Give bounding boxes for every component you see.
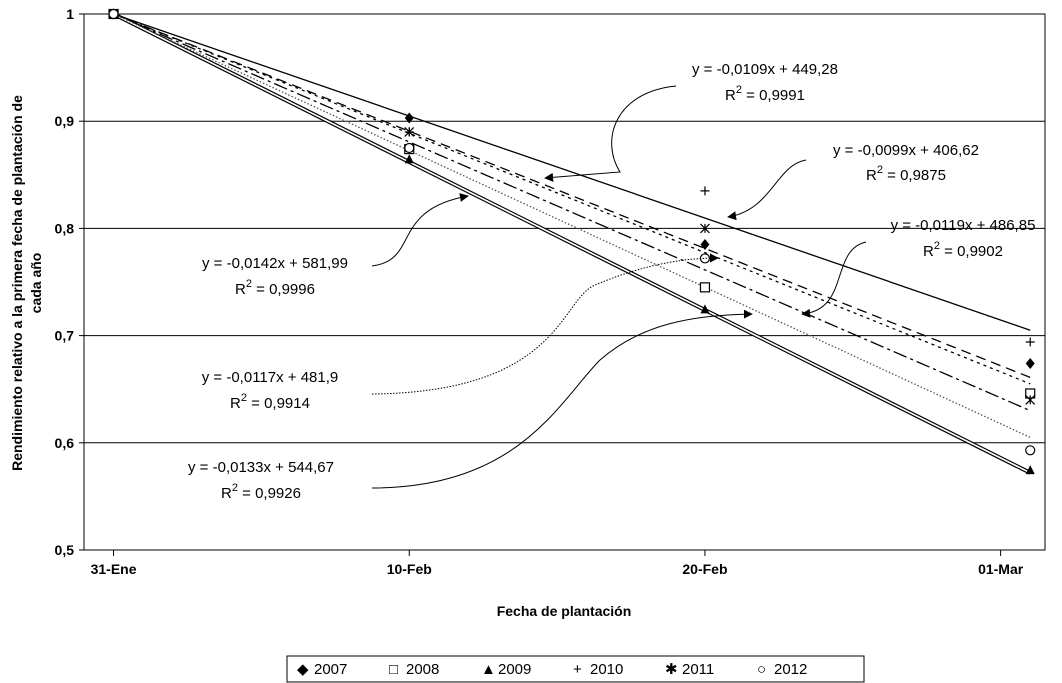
annotation-2011: y = -0,0119x + 486,85 R2 = 0,9902 — [801, 217, 1036, 318]
y-axis-title-line-1: Rendimiento relativo a la primera fecha … — [9, 95, 25, 471]
legend-label-2007: 2007 — [314, 661, 347, 678]
annotation-equation: y = -0,0117x + 481,9 — [202, 369, 339, 386]
annotation-equation: y = -0,0119x + 486,85 — [891, 217, 1036, 234]
legend-label-2009: 2009 — [498, 661, 531, 678]
plot-area — [83, 13, 1046, 551]
gridlines — [84, 120, 1045, 444]
legend-label-2012: 2012 — [774, 661, 807, 678]
data-points — [108, 8, 1036, 475]
y-tick-label: 1 — [66, 6, 74, 22]
annotation-arrow — [727, 159, 807, 221]
y-axis-title-line-2: cada año — [28, 253, 44, 314]
data-point-2010 — [1025, 337, 1035, 347]
x-tick-label: 20-Feb — [682, 561, 727, 577]
legend-label-2010: 2010 — [590, 661, 623, 678]
annotation-r2: R2 = 0,9926 — [221, 482, 301, 502]
data-point-2012 — [108, 8, 119, 20]
annotation-r2: R2 = 0,9902 — [923, 240, 1003, 260]
legend-label-2008: 2008 — [406, 661, 439, 678]
data-point-2012 — [1025, 445, 1036, 456]
x-axis-title: Fecha de plantación — [497, 603, 632, 619]
y-tick-label: 0,5 — [55, 542, 75, 558]
x-tick-label: 01-Mar — [978, 561, 1024, 577]
data-point-2008 — [699, 282, 711, 293]
data-point-2007 — [404, 112, 414, 124]
data-point-2011 — [1025, 394, 1036, 405]
trendline-2010 — [113, 13, 1031, 331]
trendline-2009-inner — [113, 13, 1031, 474]
annotation-arrow — [371, 309, 753, 489]
y-tick-label: 0,8 — [55, 220, 75, 236]
legend-label-2011: 2011 — [682, 661, 714, 678]
legend-symbol-2010: + — [573, 661, 582, 678]
legend-symbol-2012: ○ — [757, 661, 766, 678]
annotation-equation: y = -0,0142x + 581,99 — [202, 255, 348, 272]
data-point-2010 — [700, 186, 710, 196]
legend-symbol-2009: ▲ — [481, 661, 496, 678]
data-point-2011 — [700, 223, 710, 234]
trendlines — [112, 12, 1032, 475]
annotation-arrow — [544, 85, 677, 182]
x-axis-ticks: 31-Ene 10-Feb 20-Feb 01-Mar — [91, 550, 1024, 577]
annotation-2007: y = -0,0099x + 406,62 R2 = 0,9875 — [727, 142, 979, 221]
legend-symbol-2007: ◆ — [297, 661, 309, 678]
annotation-2009: y = -0,0142x + 581,99 R2 = 0,9996 — [202, 193, 469, 298]
data-point-2007 — [700, 238, 710, 250]
legend: ◆ 2007 □ 2008 ▲ 2009 +2010 ✱ 2011 ○ 2012 — [286, 655, 865, 683]
data-point-2009 — [1025, 465, 1035, 475]
annotation-arrow — [371, 253, 719, 395]
trendline-2007 — [113, 13, 1031, 379]
annotation-equation: y = -0,0099x + 406,62 — [833, 142, 979, 159]
legend-symbol-2008: □ — [389, 661, 398, 678]
trendline-2011 — [113, 13, 1031, 385]
data-point-2009 — [404, 154, 414, 164]
legend-box — [286, 655, 865, 683]
x-tick-label: 10-Feb — [387, 561, 432, 577]
annotation-r2: R2 = 0,9996 — [235, 278, 315, 298]
y-tick-label: 0,9 — [55, 113, 75, 129]
annotation-2012: y = -0,0117x + 481,9 R2 = 0,9914 — [202, 253, 719, 412]
annotation-equation: y = -0,0133x + 544,67 — [188, 459, 334, 476]
annotation-r2: R2 = 0,9914 — [230, 392, 310, 412]
data-point-2011 — [404, 126, 415, 137]
annotation-r2: R2 = 0,9875 — [866, 164, 946, 184]
trendline-2012 — [113, 13, 1031, 439]
y-tick-label: 0,6 — [55, 435, 75, 451]
data-point-2007 — [1025, 357, 1035, 369]
annotation-equation: y = -0,0109x + 449,28 — [692, 61, 838, 78]
y-tick-label: 0,7 — [55, 328, 75, 344]
data-point-2012 — [404, 142, 415, 154]
data-point-2009 — [700, 304, 710, 314]
annotation-2010: y = -0,0109x + 449,28 R2 = 0,9991 — [544, 61, 838, 182]
annotation-r2: R2 = 0,9991 — [725, 84, 805, 104]
legend-symbol-2011: ✱ — [665, 661, 678, 678]
annotation-2008: y = -0,0133x + 544,67 R2 = 0,9926 — [188, 309, 753, 502]
data-point-2012 — [699, 253, 711, 264]
annotation-arrow — [801, 241, 867, 318]
trendline-2008 — [113, 13, 1031, 412]
y-axis-ticks: 0,5 0,6 0,7 0,8 0,9 1 — [55, 6, 84, 558]
annotation-arrow — [371, 193, 469, 267]
x-tick-label: 31-Ene — [91, 561, 137, 577]
